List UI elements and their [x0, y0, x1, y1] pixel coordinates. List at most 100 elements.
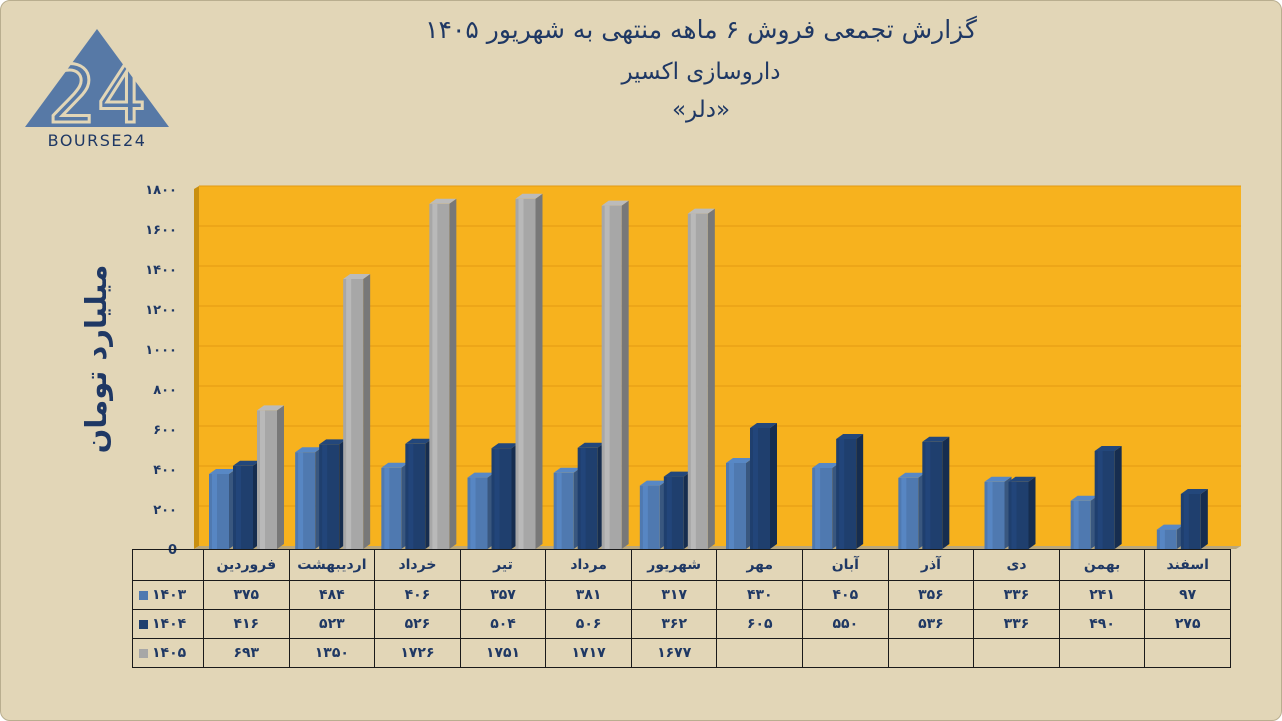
bar-۱۴۰۴-اسفند — [1180, 489, 1208, 549]
value-cell: ۳۳۶ — [973, 609, 1060, 639]
bar-side — [363, 274, 371, 549]
bar-top — [1094, 446, 1122, 451]
series-row-1405: ۱۴۰۵ ۶۹۳ ۱۳۵۰ ۱۷۲۶ ۱۷۵۱ ۱۷۱۷ ۱۶۷۷ — [132, 638, 1231, 668]
plot-background — [199, 186, 1241, 546]
value-cell: ۵۰۶ — [545, 609, 632, 639]
value-cell: ۱۶۷۷ — [630, 638, 718, 668]
bar-top — [467, 472, 495, 478]
swatch-1405 — [139, 648, 148, 658]
bar-top — [726, 458, 753, 463]
value-cell — [716, 638, 804, 668]
y-tick-label: ۲۰۰ — [153, 503, 177, 518]
value-cell: ۱۷۵۱ — [459, 638, 547, 668]
bar-highlight — [987, 481, 993, 549]
category-label: مرداد — [545, 549, 632, 581]
bar-highlight — [518, 198, 524, 550]
bar-۱۴۰۴-آبان — [836, 434, 864, 549]
value-cell: ۲۷۵ — [1144, 609, 1231, 639]
bar-top — [601, 200, 629, 206]
value-cell: ۶۹۳ — [203, 638, 290, 668]
value-cell — [1058, 638, 1146, 668]
bar-side — [770, 423, 777, 549]
bar-top — [898, 472, 926, 478]
plot-area — [194, 186, 1241, 549]
bar-۱۴۰۵-اردیبهشت — [343, 274, 371, 549]
bar-top — [1070, 495, 1098, 501]
value-cell: ۶۰۵ — [716, 609, 804, 639]
bar-۱۴۰۴-مهر — [750, 423, 777, 549]
legend-1405: ۱۴۰۵ — [132, 638, 204, 668]
legend-label-1405: ۱۴۰۵ — [152, 645, 187, 661]
y-tick-label: ۸۰۰ — [153, 383, 177, 398]
value-cell: ۳۸۱ — [545, 580, 632, 610]
bar-highlight — [1011, 481, 1017, 549]
category-label: اسفند — [1144, 549, 1231, 581]
value-cell — [802, 638, 889, 668]
value-cell — [887, 638, 975, 668]
bar-side — [856, 434, 864, 549]
bar-highlight — [556, 472, 562, 549]
value-cell: ۱۷۱۷ — [545, 638, 632, 668]
category-label: آبان — [802, 549, 889, 581]
bar-highlight — [260, 410, 265, 549]
bar-۱۴۰۴-بهمن — [1094, 446, 1122, 549]
bar-highlight — [901, 477, 907, 549]
chart-title: گزارش تجمعی فروش ۶ ماهه منتهی به شهریور … — [425, 15, 977, 44]
table-corner — [132, 549, 204, 581]
plot-side-wall — [194, 186, 199, 549]
bar-top — [295, 447, 323, 453]
bar-highlight — [322, 444, 328, 549]
bar-top — [491, 443, 519, 449]
bar-highlight — [494, 448, 500, 549]
bar-side — [707, 208, 715, 549]
bar-۱۴۰۵-شهریور — [687, 208, 715, 549]
bar-side — [621, 200, 629, 549]
category-label: اردیبهشت — [288, 549, 376, 581]
value-cell: ۳۵۷ — [459, 580, 547, 610]
bar-side — [535, 193, 543, 550]
value-cell: ۵۳۶ — [887, 609, 975, 639]
bar-top — [381, 462, 409, 468]
bar-۱۴۰۴-تیر — [491, 443, 519, 549]
bars — [209, 193, 1208, 550]
bar-top — [687, 208, 715, 214]
bar-۱۴۰۴-مرداد — [577, 442, 605, 549]
bar-highlight — [298, 452, 304, 549]
value-cell: ۳۵۶ — [887, 580, 975, 610]
bar-۱۴۰۳-شهریور — [639, 480, 667, 549]
y-tick-label: ۱۰۰۰ — [145, 343, 177, 358]
bar-۱۴۰۵-خرداد — [429, 198, 457, 550]
bar-۱۴۰۳-آذر — [898, 472, 926, 549]
bar-۱۴۰۳-خرداد — [381, 462, 409, 549]
bar-highlight — [470, 477, 476, 549]
bar-۱۴۰۴-شهریور — [663, 471, 691, 549]
bar-top — [836, 434, 864, 439]
bar-side — [942, 436, 950, 549]
category-label: تیر — [459, 549, 547, 581]
bar-highlight — [1073, 500, 1079, 549]
bar-top — [1008, 476, 1036, 482]
legend-1403: ۱۴۰۳ — [132, 580, 204, 610]
value-cell: ۵۰۴ — [459, 609, 547, 639]
category-label: شهریور — [630, 549, 718, 581]
bar-highlight — [236, 465, 241, 549]
category-label: آذر — [887, 549, 975, 581]
value-cell: ۵۵۰ — [802, 609, 889, 639]
bar-top — [553, 467, 581, 473]
swatch-1404 — [139, 619, 148, 629]
bar-highlight — [1159, 529, 1165, 549]
bar-۱۴۰۳-مهر — [726, 458, 753, 549]
value-cell: ۴۰۵ — [802, 580, 889, 610]
y-tick-label: ۱۲۰۰ — [145, 303, 177, 318]
bar-۱۴۰۳-فروردین — [209, 469, 236, 549]
bar-highlight — [666, 476, 672, 549]
legend-label-1403: ۱۴۰۳ — [152, 587, 187, 603]
bar-highlight — [346, 279, 352, 549]
logo-mark: 24 — [47, 51, 146, 137]
y-tick-label: ۴۰۰ — [153, 463, 177, 478]
bar-top — [1180, 489, 1208, 494]
bar-top — [343, 274, 371, 279]
bar-highlight — [1183, 494, 1189, 549]
